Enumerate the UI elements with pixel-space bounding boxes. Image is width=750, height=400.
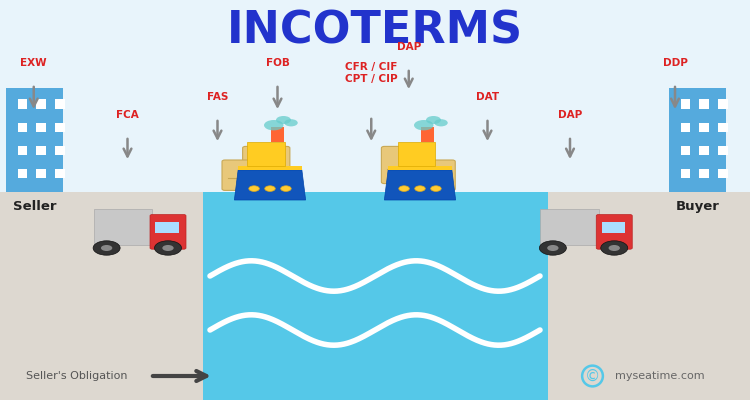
FancyBboxPatch shape xyxy=(680,169,690,178)
Bar xyxy=(0,192,750,400)
Text: Seller's Obligation: Seller's Obligation xyxy=(26,371,128,381)
Text: myseatime.com: myseatime.com xyxy=(615,371,705,381)
Circle shape xyxy=(280,186,291,192)
FancyBboxPatch shape xyxy=(718,146,728,155)
Circle shape xyxy=(154,241,182,255)
FancyBboxPatch shape xyxy=(602,222,625,234)
FancyBboxPatch shape xyxy=(150,214,186,249)
FancyBboxPatch shape xyxy=(540,209,598,245)
Text: EXW: EXW xyxy=(20,58,47,68)
Circle shape xyxy=(284,119,298,126)
FancyBboxPatch shape xyxy=(36,146,46,155)
FancyBboxPatch shape xyxy=(680,122,690,132)
Circle shape xyxy=(101,245,112,251)
FancyBboxPatch shape xyxy=(382,146,429,184)
Circle shape xyxy=(426,116,441,124)
Circle shape xyxy=(608,245,620,251)
Text: CFR / CIF
CPT / CIP: CFR / CIF CPT / CIP xyxy=(345,62,398,84)
FancyBboxPatch shape xyxy=(55,146,64,155)
FancyBboxPatch shape xyxy=(718,169,728,178)
Text: ©: © xyxy=(585,368,600,384)
Bar xyxy=(202,192,548,400)
FancyBboxPatch shape xyxy=(699,100,709,109)
Text: DAP: DAP xyxy=(558,110,582,120)
FancyBboxPatch shape xyxy=(94,209,152,245)
Bar xyxy=(271,127,284,142)
FancyBboxPatch shape xyxy=(718,100,728,109)
FancyBboxPatch shape xyxy=(680,100,690,109)
FancyBboxPatch shape xyxy=(596,214,632,249)
Text: FOB: FOB xyxy=(266,58,290,68)
FancyBboxPatch shape xyxy=(36,122,46,132)
Text: Buyer: Buyer xyxy=(676,200,719,213)
Circle shape xyxy=(264,120,284,130)
Bar xyxy=(421,127,434,142)
Circle shape xyxy=(276,116,291,124)
FancyBboxPatch shape xyxy=(55,100,64,109)
FancyBboxPatch shape xyxy=(669,88,725,192)
Text: INCOTERMS: INCOTERMS xyxy=(227,10,523,53)
FancyBboxPatch shape xyxy=(248,142,285,166)
Text: DAP: DAP xyxy=(397,42,421,52)
Text: FCA: FCA xyxy=(116,110,139,120)
Circle shape xyxy=(249,186,259,192)
Text: FAS: FAS xyxy=(207,92,228,102)
FancyBboxPatch shape xyxy=(242,146,290,184)
FancyBboxPatch shape xyxy=(699,169,709,178)
FancyBboxPatch shape xyxy=(6,88,62,192)
FancyBboxPatch shape xyxy=(55,122,64,132)
Circle shape xyxy=(601,241,628,255)
FancyBboxPatch shape xyxy=(222,160,258,190)
Circle shape xyxy=(399,186,410,192)
Polygon shape xyxy=(234,170,306,200)
Text: Seller: Seller xyxy=(13,200,56,213)
Circle shape xyxy=(265,186,275,192)
FancyBboxPatch shape xyxy=(155,222,179,234)
Circle shape xyxy=(434,119,448,126)
FancyBboxPatch shape xyxy=(17,100,27,109)
FancyBboxPatch shape xyxy=(36,169,46,178)
Circle shape xyxy=(430,186,441,192)
Text: DDP: DDP xyxy=(662,58,688,68)
FancyBboxPatch shape xyxy=(699,122,709,132)
Bar xyxy=(238,166,302,170)
FancyBboxPatch shape xyxy=(17,122,27,132)
FancyBboxPatch shape xyxy=(36,100,46,109)
FancyBboxPatch shape xyxy=(17,146,27,155)
Circle shape xyxy=(93,241,120,255)
FancyBboxPatch shape xyxy=(398,142,435,166)
Circle shape xyxy=(162,245,174,251)
FancyBboxPatch shape xyxy=(419,160,455,190)
FancyBboxPatch shape xyxy=(680,146,690,155)
Text: DAT: DAT xyxy=(476,92,499,102)
Circle shape xyxy=(539,241,566,255)
FancyBboxPatch shape xyxy=(55,169,64,178)
Polygon shape xyxy=(385,170,456,200)
Circle shape xyxy=(548,245,559,251)
FancyBboxPatch shape xyxy=(699,146,709,155)
Circle shape xyxy=(415,186,425,192)
Circle shape xyxy=(414,120,434,130)
FancyBboxPatch shape xyxy=(17,169,27,178)
FancyBboxPatch shape xyxy=(718,122,728,132)
Bar xyxy=(388,166,452,170)
